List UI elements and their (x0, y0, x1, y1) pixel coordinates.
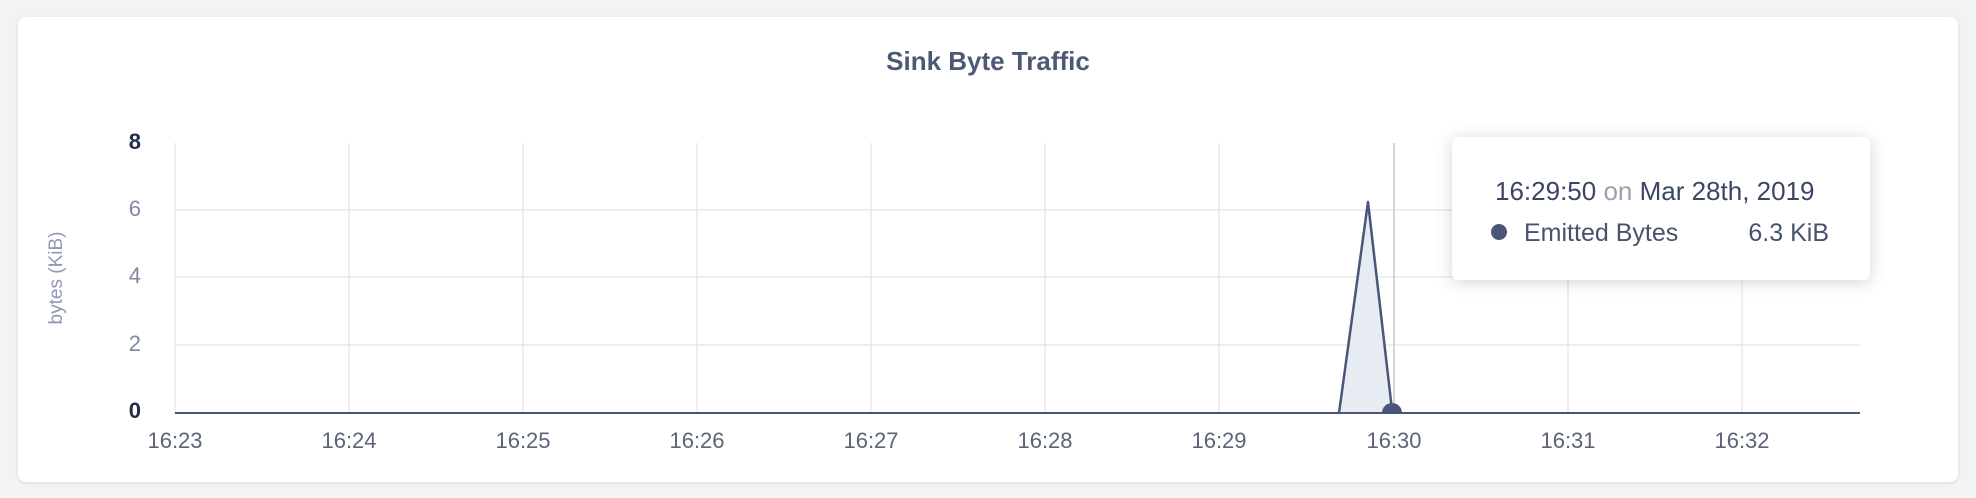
svg-text:16:30: 16:30 (1366, 428, 1421, 453)
svg-text:Emitted Bytes: Emitted Bytes (1524, 219, 1678, 247)
svg-text:16:28: 16:28 (1017, 428, 1072, 453)
svg-text:16:29:50 on Mar 28th, 2019: 16:29:50 on Mar 28th, 2019 (1495, 176, 1814, 206)
svg-text:0: 0 (129, 398, 141, 423)
svg-text:16:27: 16:27 (843, 428, 898, 453)
svg-text:16:32: 16:32 (1714, 428, 1769, 453)
svg-text:2: 2 (129, 331, 141, 356)
svg-text:bytes (KiB): bytes (KiB) (46, 232, 67, 325)
svg-text:6: 6 (129, 196, 141, 221)
svg-text:16:25: 16:25 (495, 428, 550, 453)
svg-text:16:31: 16:31 (1540, 428, 1595, 453)
svg-text:16:24: 16:24 (321, 428, 376, 453)
svg-text:16:23: 16:23 (147, 428, 202, 453)
svg-text:16:26: 16:26 (669, 428, 724, 453)
svg-text:16:29: 16:29 (1191, 428, 1246, 453)
svg-text:4: 4 (129, 263, 141, 288)
svg-text:6.3 KiB: 6.3 KiB (1748, 219, 1829, 247)
svg-text:8: 8 (129, 129, 141, 154)
